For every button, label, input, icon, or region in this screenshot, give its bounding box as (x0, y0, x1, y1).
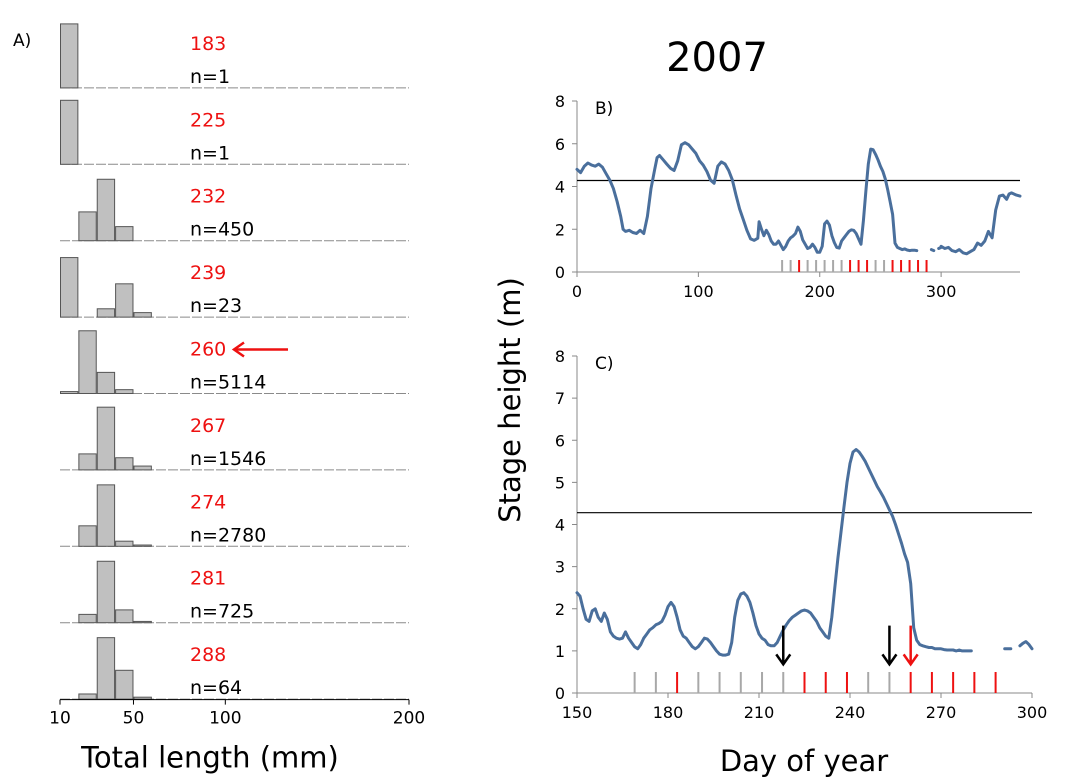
panelB-x-tick-label: 300 (926, 282, 957, 301)
histogram-bar (115, 283, 134, 318)
panelB-y-tick-label: 6 (555, 135, 565, 154)
panelB-y-tick-label: 8 (555, 92, 565, 111)
histogram-bar (78, 613, 97, 624)
panelC-y-tick-label: 4 (555, 516, 565, 535)
panelC-stage-height-line (575, 448, 973, 657)
sample-size-label: n=2780 (190, 524, 266, 546)
histogram-bar (115, 389, 134, 395)
sample-size-label: n=1 (190, 142, 230, 164)
sample-size-label: n=5114 (190, 372, 266, 394)
panelC-y-tick-label: 7 (555, 389, 565, 408)
panelC-x-tick-label: 240 (835, 703, 866, 722)
histogram-bar (60, 99, 79, 165)
sample-day-label: 183 (190, 33, 226, 55)
histogram-bar (96, 484, 116, 547)
histogram-bar (96, 560, 116, 624)
histogram-bar (115, 540, 134, 547)
panelB-stage-height-line (575, 141, 919, 254)
panelC-event-arrow-head (881, 653, 898, 667)
histogram-bar (115, 457, 134, 471)
panelC-y-tick-label: 0 (555, 684, 565, 703)
panel-b-line-chart: B) 0 2 4 6 8 0 100 200 300 (555, 92, 1022, 301)
panelC-x-tick-label: 300 (1017, 703, 1048, 722)
panelC-y-tick-label: 3 (555, 558, 565, 577)
panelC-label: C) (595, 354, 614, 374)
histogram-bar (78, 693, 97, 700)
sample-day-label: 281 (190, 568, 226, 590)
sample-day-label: 239 (190, 262, 226, 284)
panel-a-x-tick-label: 100 (209, 709, 241, 729)
histogram-bar (96, 637, 116, 700)
panelC-event-arrow-head (902, 653, 919, 667)
histogram-bar (96, 406, 116, 471)
highlight-arrow-head (231, 341, 245, 358)
panelC-event-arrow-head (775, 653, 792, 667)
sample-size-label: n=1546 (190, 448, 266, 470)
panelB-stage-height-line (929, 248, 936, 253)
sample-day-label: 225 (190, 109, 226, 131)
sample-size-label: n=725 (190, 601, 254, 623)
histogram-bar (96, 178, 116, 242)
panelB-y-tick-label: 0 (555, 263, 565, 282)
panelC-y-tick-label: 2 (555, 600, 565, 619)
histogram-bar (78, 453, 97, 471)
sample-day-label: 260 (190, 339, 226, 361)
panelC-x-tick-label: 150 (562, 703, 593, 722)
figure-title: 2007 (666, 35, 768, 81)
panel-a-x-tick-label: 10 (49, 709, 71, 729)
panel-a-x-tick-label: 200 (393, 709, 425, 729)
histogram-bar (133, 620, 152, 624)
histogram-bar (78, 525, 97, 547)
panelB-x-tick-label: 0 (572, 282, 582, 301)
histogram-bar (115, 669, 134, 700)
panelB-y-tick-label: 4 (555, 178, 565, 197)
histogram-bar (60, 23, 79, 89)
sample-day-label: 232 (190, 186, 226, 208)
panelC-y-tick-label: 1 (555, 642, 565, 661)
panel-a-histograms: A) 183 n=1 225 n=1 232 n=450 239 n=23 260 n=5114 26… (13, 23, 425, 775)
panelC-x-tick-label: 210 (744, 703, 775, 722)
histogram-bar (96, 308, 116, 318)
histogram-bar (96, 371, 116, 395)
histogram-bar (133, 465, 152, 471)
sample-day-label: 274 (190, 491, 226, 513)
panelC-x-tick-label: 180 (653, 703, 684, 722)
panelC-y-tick-label: 5 (555, 473, 565, 492)
panel-c-line-chart: C) 0 1 2 3 4 5 6 7 8 150 180 210 240 270 300 (555, 347, 1047, 722)
panel-a-x-axis-title: Total length (mm) (80, 741, 339, 775)
panel-a-label: A) (13, 31, 31, 51)
panelB-stage-height-line (939, 191, 1022, 256)
histogram-bar (133, 312, 152, 318)
histogram-bar (133, 544, 152, 547)
sample-size-label: n=1 (190, 66, 230, 88)
sample-size-label: n=64 (190, 677, 242, 699)
panel-a-x-tick-label: 50 (123, 709, 145, 729)
panelB-x-tick-label: 200 (804, 282, 835, 301)
panelC-x-tick-label: 270 (926, 703, 957, 722)
histogram-bar (115, 609, 134, 624)
panelC-y-tick-label: 8 (555, 347, 565, 366)
panelC-y-tick-label: 6 (555, 431, 565, 450)
panelB-y-tick-label: 2 (555, 220, 565, 239)
histogram-bar (78, 211, 97, 242)
histogram-bar (60, 391, 79, 394)
histogram-bar (133, 696, 152, 700)
panelC-stage-height-line (1018, 640, 1034, 651)
panelB-label: B) (595, 99, 613, 119)
sample-size-label: n=23 (190, 295, 242, 317)
sample-day-label: 267 (190, 415, 226, 437)
histogram-bar (115, 226, 134, 242)
panelB-x-tick-label: 100 (683, 282, 714, 301)
sample-day-label: 288 (190, 644, 226, 666)
sample-size-label: n=450 (190, 219, 254, 241)
x-axis-title-day: Day of year (720, 744, 888, 778)
histogram-bar (78, 330, 97, 394)
histogram-bar (60, 257, 79, 318)
y-axis-title: Stage height (m) (493, 277, 527, 523)
